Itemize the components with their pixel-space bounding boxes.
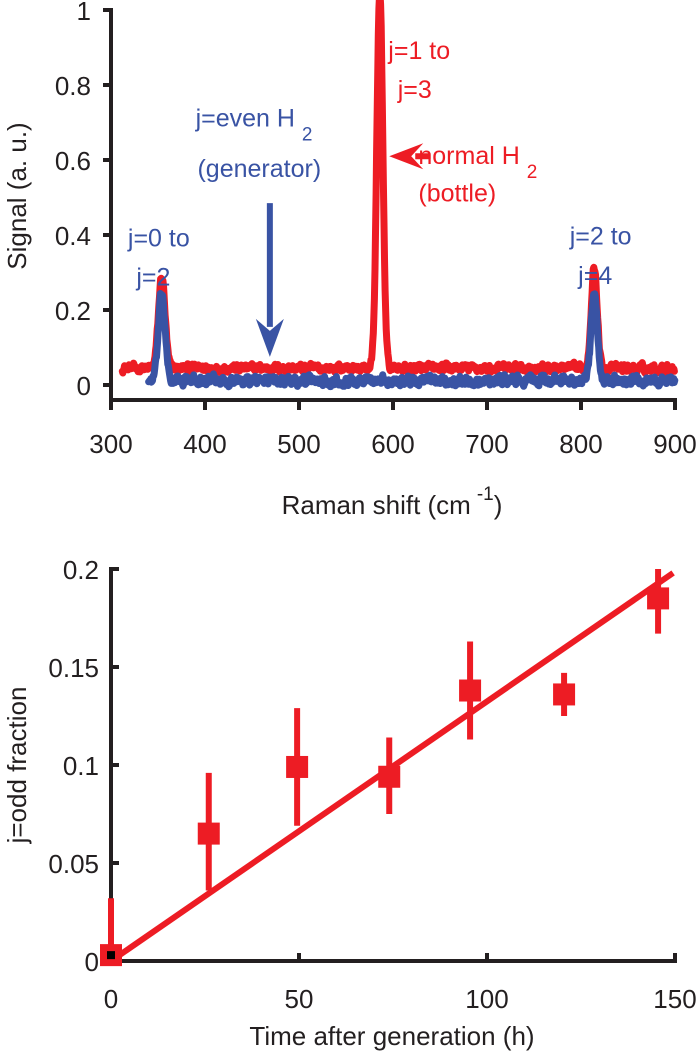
square-marker [553,683,576,706]
odd-fraction-x-tick-label: 50 [285,984,314,1014]
raman-x-tick-labels: 300 400 500 600 700 800 900 [89,429,696,459]
annotation-main: normal H [418,142,526,170]
square-marker [197,822,220,845]
raman-x-tick-label: 400 [183,429,226,459]
generator-arrow [255,203,284,357]
odd-fraction-y-tick-label: 0.2 [63,555,99,585]
odd-fraction-y-tick-labels: 0 0.05 0.1 0.15 0.2 [48,555,99,977]
square-marker [647,587,670,610]
annotation-subscript: 2 [302,124,313,145]
annotation-line: j=1 to [387,37,450,65]
raman-traces [118,0,679,391]
annotation-j0-j2: j=0 to j=2 [127,224,190,291]
annotation-j1-j3: j=1 to j=3 [387,37,450,104]
annotation-line: j=4 [577,262,612,290]
data-point [459,641,482,740]
odd-fraction-y-tick-label: 0.15 [48,653,99,683]
raman-x-tick-label: 300 [89,429,132,459]
annotation-subscript: 2 [527,162,538,183]
odd-fraction-x-tick-labels: 0 50 100 150 [104,984,697,1014]
raman-spectrum-chart: 300 400 500 600 700 800 900 0 0.2 0.4 0.6 0.8 1 Ram… [2,0,697,520]
raman-x-axis-title: Raman shift (cm -1) [282,484,503,520]
annotation-line: j=3 [397,76,432,104]
annotation-line: (bottle) [418,179,496,207]
square-marker [459,679,482,702]
marker-inner-square [107,951,115,960]
trace-even-h2 [145,290,679,391]
raman-y-tick-label: 1 [77,0,91,26]
odd-fraction-y-axis-title: j=odd fraction [2,687,32,845]
odd-fraction-y-tick-label: 0 [85,947,99,977]
data-point [286,708,309,826]
bottle-arrow [389,143,431,170]
annotation-line: (generator) [197,155,321,183]
raman-y-tick-label: 0.4 [55,221,91,251]
raman-arrows [255,143,431,357]
annotation-line: j=2 to [569,222,632,250]
raman-axes [103,8,677,410]
annotation-j2-j4: j=2 to j=4 [569,222,632,289]
raman-y-tick-label: 0.2 [55,296,91,326]
annotation-even-h2: j=even H 2 (generator) [195,104,322,183]
data-point [553,672,576,716]
data-point [197,772,220,891]
annotation-normal-h2: normal H 2(bottle) [418,142,537,208]
annotation-line: j=even H 2 [195,104,313,145]
odd-fraction-points [100,569,670,967]
odd-fraction-x-tick-label: 0 [104,984,118,1014]
odd-fraction-x-axis-title: Time after generation (h) [249,1021,534,1051]
odd-fraction-x-tick-label: 150 [653,984,696,1014]
raman-x-tick-label: 900 [653,429,696,459]
raman-y-tick-label: 0.6 [55,146,91,176]
raman-y-tick-labels: 0 0.2 0.4 0.6 0.8 1 [55,0,91,401]
square-marker [378,765,401,788]
annotation-main: j=even H [195,104,302,132]
odd-fraction-y-tick-label: 0.05 [48,849,99,879]
arrow-down-icon [255,318,284,357]
raman-annotations: j=0 to j=2 j=even H 2 (generator) j=1 to j=3 n… [127,37,632,292]
square-marker [286,755,309,778]
odd-fraction-x-tick-label: 100 [465,984,508,1014]
odd-fraction-chart: 0 50 100 150 0 0.05 0.1 0.15 0.2 Time after gen… [2,555,697,1051]
raman-x-tick-label: 800 [559,429,602,459]
arrow-left-icon [389,143,424,170]
annotation-line: j=0 to [127,224,190,252]
annotation-line: normal H 2 [418,142,537,183]
raman-x-tick-label: 700 [465,429,508,459]
raman-y-tick-label: 0 [77,371,91,401]
raman-y-tick-label: 0.8 [55,71,91,101]
annotation-line: j=2 [135,264,170,292]
odd-fraction-y-tick-label: 0.1 [63,751,99,781]
raman-x-tick-label: 600 [371,429,414,459]
data-point [378,737,401,814]
raman-x-tick-label: 500 [277,429,320,459]
raman-y-axis-title: Signal (a. u.) [2,122,32,269]
data-point [647,569,670,634]
